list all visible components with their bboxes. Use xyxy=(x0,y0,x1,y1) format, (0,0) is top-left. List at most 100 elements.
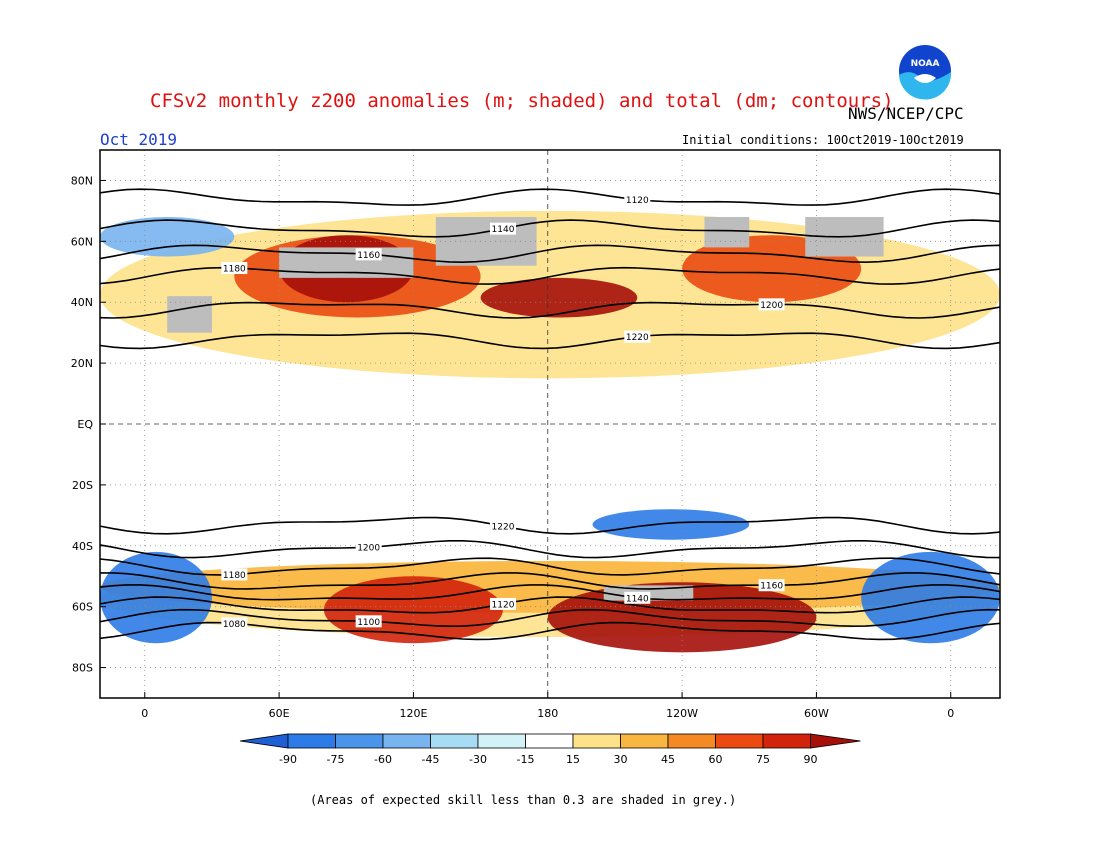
colorbar-label: -90 xyxy=(279,753,297,766)
colorbar-segment xyxy=(430,733,479,749)
contour-label: 1180 xyxy=(223,571,246,581)
contour-label: 1200 xyxy=(760,301,783,311)
colorbar-label: 60 xyxy=(709,753,723,766)
colorbar-label: -45 xyxy=(422,753,440,766)
colorbar-segment xyxy=(525,733,574,749)
colorbar-segment xyxy=(477,733,526,749)
contour-label-bg xyxy=(758,579,785,592)
latitude-label: 20N xyxy=(71,357,93,370)
contour-line xyxy=(100,621,1000,641)
contour-label: 1140 xyxy=(626,594,649,604)
contour-label-bg xyxy=(221,617,248,630)
noaa-logo-icon: NOAA xyxy=(897,43,953,100)
contour-line xyxy=(100,540,1000,559)
contour-label: 1180 xyxy=(223,264,246,274)
colorbar-segment xyxy=(715,733,764,749)
colorbar-label: -60 xyxy=(374,753,392,766)
colorbar-left-arrow xyxy=(239,733,289,749)
contour-label-bg xyxy=(355,248,382,261)
longitude-label: 0 xyxy=(141,707,148,720)
contour-line xyxy=(100,188,1000,206)
forecast-month: Oct 2019 xyxy=(100,130,178,149)
logo-text: NOAA xyxy=(911,59,940,69)
anomaly-region xyxy=(861,551,1000,644)
low-skill-area xyxy=(704,216,750,248)
colorbar-label: 90 xyxy=(804,753,818,766)
latitude-labels: 80N 60N 40N 20N EQ 20S 40S 60S 80S xyxy=(71,174,106,675)
contour-label-bg xyxy=(355,541,382,554)
longitude-label: 0 xyxy=(947,707,954,720)
colorbar: -90 -75 -60 -45 -30 -15 15 30 45 60 75 90 xyxy=(239,733,861,766)
colorbar-label: -75 xyxy=(327,753,345,766)
map-title: CFSv2 monthly z200 anomalies (m; shaded)… xyxy=(150,90,894,112)
latitude-label: 60S xyxy=(72,601,93,614)
colorbar-label: 15 xyxy=(566,753,580,766)
colorbar-right-arrow xyxy=(810,733,861,749)
contour-label-bg xyxy=(489,520,516,533)
colorbar-segment xyxy=(287,733,336,749)
colorbar-label: -30 xyxy=(469,753,487,766)
contour-line xyxy=(100,332,1000,350)
contour-label: 1220 xyxy=(492,523,515,533)
contour-line xyxy=(100,266,1000,285)
contour-line xyxy=(100,596,1000,614)
agency-label: NWS/NCEP/CPC xyxy=(848,104,964,123)
latitude-label: EQ xyxy=(77,418,93,431)
map-grid xyxy=(100,150,1000,698)
skill-footnote: (Areas of expected skill less than 0.3 a… xyxy=(310,793,737,807)
contour-line xyxy=(100,244,1000,264)
contour-label-bg xyxy=(221,261,248,274)
latitude-label: 20S xyxy=(72,479,93,492)
contour-label: 1200 xyxy=(357,544,380,554)
contour-label: 1100 xyxy=(357,618,380,628)
contour-line xyxy=(100,219,1000,238)
latitude-label: 40N xyxy=(71,296,93,309)
contour-label-bg xyxy=(758,298,785,311)
colorbar-label: 45 xyxy=(661,753,675,766)
colorbar-segment xyxy=(572,733,621,749)
height-contours: 1080 1100 1120 1140 1160 1180 1200 1220 1220 1200… xyxy=(100,188,1000,641)
low-skill-area xyxy=(167,296,212,333)
contour-label: 1160 xyxy=(760,582,783,592)
contour-line xyxy=(100,557,1000,576)
contour-line xyxy=(100,301,1000,319)
colorbar-segment xyxy=(667,733,716,749)
contour-label: 1220 xyxy=(626,333,649,343)
latitude-label: 60N xyxy=(71,235,93,248)
contour-label: 1140 xyxy=(492,225,515,235)
contour-line xyxy=(100,584,1000,601)
contour-label-bg xyxy=(221,568,248,581)
contour-label: 1120 xyxy=(492,600,515,610)
longitude-label: 120E xyxy=(399,707,427,720)
latitude-label: 40S xyxy=(72,540,93,553)
colorbar-segment xyxy=(620,733,669,749)
contour-label-bg xyxy=(624,591,651,604)
contour-label-bg xyxy=(489,597,516,610)
longitude-labels: 0 60E 120E 180 120W 60W 0 xyxy=(141,692,954,720)
colorbar-label: 30 xyxy=(614,753,628,766)
latitude-label: 80N xyxy=(71,174,93,187)
contour-label-bg xyxy=(355,615,382,628)
anomaly-region xyxy=(100,216,235,257)
longitude-label: 120W xyxy=(666,707,698,720)
contour-line xyxy=(100,516,1000,535)
longitude-label: 60W xyxy=(804,707,829,720)
contour-line xyxy=(100,608,1000,628)
colorbar-label: -15 xyxy=(517,753,535,766)
latitude-label: 80S xyxy=(72,662,93,675)
colorbar-segment xyxy=(335,733,384,749)
colorbar-segment xyxy=(762,733,811,749)
longitude-label: 180 xyxy=(537,707,558,720)
colorbar-segment xyxy=(382,733,431,749)
initial-conditions: Initial conditions: 10Oct2019-10Oct2019 xyxy=(682,133,964,147)
contour-label-bg xyxy=(624,330,651,343)
contour-label: 1120 xyxy=(626,196,649,206)
contour-label-bg xyxy=(624,193,651,206)
colorbar-label: 75 xyxy=(756,753,770,766)
contour-label: 1160 xyxy=(357,251,380,261)
contour-line xyxy=(100,572,1000,590)
contour-label: 1080 xyxy=(223,620,246,630)
longitude-label: 60E xyxy=(269,707,290,720)
contour-label-bg xyxy=(489,222,516,235)
